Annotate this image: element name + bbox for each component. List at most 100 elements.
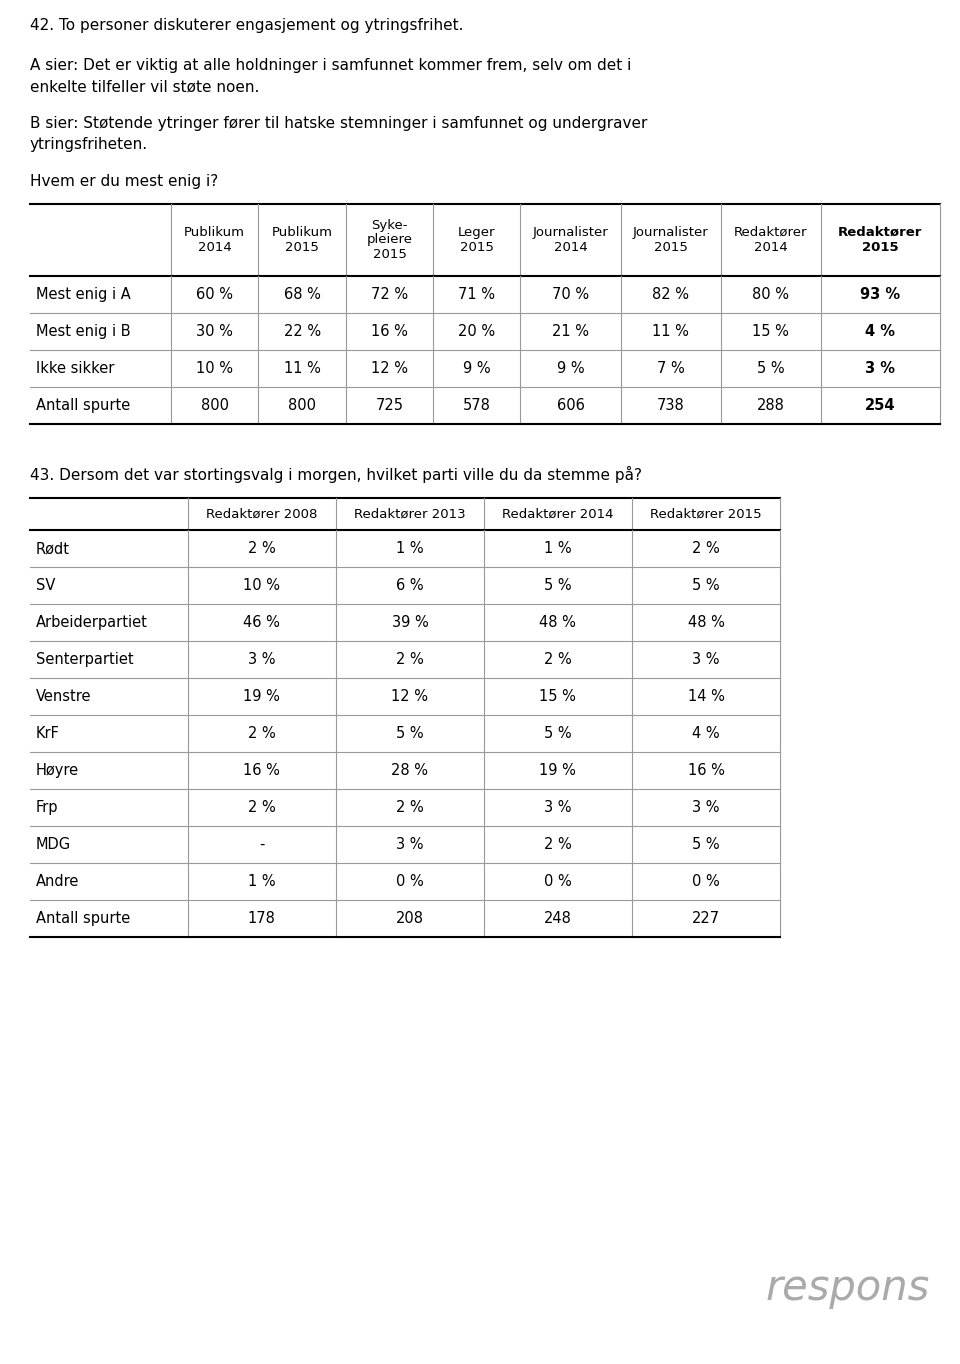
- Text: 227: 227: [692, 911, 720, 926]
- Text: 800: 800: [201, 398, 228, 413]
- Text: 48 %: 48 %: [687, 615, 725, 630]
- Text: Venstre: Venstre: [36, 689, 91, 704]
- Text: 9 %: 9 %: [557, 361, 585, 376]
- Text: 82 %: 82 %: [652, 286, 689, 301]
- Text: 16 %: 16 %: [687, 762, 725, 777]
- Text: 606: 606: [557, 398, 585, 413]
- Text: 3 %: 3 %: [248, 652, 276, 667]
- Text: 2 %: 2 %: [248, 801, 276, 816]
- Text: 800: 800: [288, 398, 316, 413]
- Text: Mest enig i A: Mest enig i A: [36, 286, 131, 301]
- Text: 6 %: 6 %: [396, 578, 423, 593]
- Text: 248: 248: [544, 911, 572, 926]
- Text: 5 %: 5 %: [692, 578, 720, 593]
- Text: 0 %: 0 %: [396, 874, 423, 889]
- Text: Leger
2015: Leger 2015: [458, 226, 495, 254]
- Text: 208: 208: [396, 911, 424, 926]
- Text: 16 %: 16 %: [371, 325, 408, 340]
- Text: 30 %: 30 %: [196, 325, 233, 340]
- Text: 9 %: 9 %: [463, 361, 491, 376]
- Text: 3 %: 3 %: [396, 837, 423, 852]
- Text: 16 %: 16 %: [244, 762, 280, 777]
- Text: 725: 725: [375, 398, 403, 413]
- Text: Andre: Andre: [36, 874, 80, 889]
- Text: Publikum
2015: Publikum 2015: [272, 226, 332, 254]
- Text: -: -: [259, 837, 265, 852]
- Text: 10 %: 10 %: [196, 361, 233, 376]
- Text: A sier: Det er viktig at alle holdninger i samfunnet kommer frem, selv om det i
: A sier: Det er viktig at alle holdninger…: [30, 59, 632, 94]
- Text: 2 %: 2 %: [396, 652, 423, 667]
- Text: 1 %: 1 %: [396, 542, 423, 557]
- Text: Mest enig i B: Mest enig i B: [36, 325, 131, 340]
- Text: 7 %: 7 %: [657, 361, 684, 376]
- Text: Journalister
2014: Journalister 2014: [533, 226, 609, 254]
- Text: 21 %: 21 %: [552, 325, 589, 340]
- Text: Arbeiderpartiet: Arbeiderpartiet: [36, 615, 148, 630]
- Text: 10 %: 10 %: [243, 578, 280, 593]
- Text: Syke-
pleiere
2015: Syke- pleiere 2015: [367, 218, 413, 262]
- Text: 2 %: 2 %: [248, 542, 276, 557]
- Text: 39 %: 39 %: [392, 615, 428, 630]
- Text: KrF: KrF: [36, 726, 60, 741]
- Text: B sier: Støtende ytringer fører til hatske stemninger i samfunnet og undergraver: B sier: Støtende ytringer fører til hats…: [30, 116, 647, 151]
- Text: 288: 288: [756, 398, 784, 413]
- Text: respons: respons: [766, 1267, 930, 1309]
- Text: 28 %: 28 %: [392, 762, 428, 777]
- Text: 15 %: 15 %: [753, 325, 789, 340]
- Text: 12 %: 12 %: [392, 689, 428, 704]
- Text: 254: 254: [865, 398, 896, 413]
- Text: 72 %: 72 %: [371, 286, 408, 301]
- Text: 5 %: 5 %: [544, 726, 572, 741]
- Text: Redaktører 2015: Redaktører 2015: [650, 507, 762, 521]
- Text: 42. To personer diskuterer engasjement og ytringsfrihet.: 42. To personer diskuterer engasjement o…: [30, 18, 464, 33]
- Text: 4 %: 4 %: [692, 726, 720, 741]
- Text: 738: 738: [657, 398, 684, 413]
- Text: 4 %: 4 %: [865, 325, 896, 340]
- Text: 5 %: 5 %: [396, 726, 423, 741]
- Text: 2 %: 2 %: [692, 542, 720, 557]
- Text: 178: 178: [248, 911, 276, 926]
- Text: Journalister
2015: Journalister 2015: [633, 226, 708, 254]
- Text: 60 %: 60 %: [196, 286, 233, 301]
- Text: 11 %: 11 %: [283, 361, 321, 376]
- Text: Redaktører
2015: Redaktører 2015: [838, 226, 923, 254]
- Text: 14 %: 14 %: [687, 689, 725, 704]
- Text: 46 %: 46 %: [244, 615, 280, 630]
- Text: Senterpartiet: Senterpartiet: [36, 652, 133, 667]
- Text: 5 %: 5 %: [756, 361, 784, 376]
- Text: Redaktører 2008: Redaktører 2008: [206, 507, 318, 521]
- Text: 3 %: 3 %: [544, 801, 572, 816]
- Text: Hvem er du mest enig i?: Hvem er du mest enig i?: [30, 175, 218, 190]
- Text: 93 %: 93 %: [860, 286, 900, 301]
- Text: 80 %: 80 %: [753, 286, 789, 301]
- Text: 20 %: 20 %: [458, 325, 495, 340]
- Text: 1 %: 1 %: [544, 542, 572, 557]
- Text: 2 %: 2 %: [248, 726, 276, 741]
- Text: 22 %: 22 %: [283, 325, 321, 340]
- Text: 3 %: 3 %: [692, 801, 720, 816]
- Text: Antall spurte: Antall spurte: [36, 911, 131, 926]
- Text: Ikke sikker: Ikke sikker: [36, 361, 114, 376]
- Text: Redaktører
2014: Redaktører 2014: [734, 226, 807, 254]
- Text: 1 %: 1 %: [248, 874, 276, 889]
- Text: Frp: Frp: [36, 801, 59, 816]
- Text: 0 %: 0 %: [544, 874, 572, 889]
- Text: 0 %: 0 %: [692, 874, 720, 889]
- Text: Antall spurte: Antall spurte: [36, 398, 131, 413]
- Text: 2 %: 2 %: [396, 801, 423, 816]
- Text: 578: 578: [463, 398, 491, 413]
- Text: 2 %: 2 %: [544, 652, 572, 667]
- Text: SV: SV: [36, 578, 56, 593]
- Text: Redaktører 2014: Redaktører 2014: [502, 507, 613, 521]
- Text: 48 %: 48 %: [540, 615, 576, 630]
- Text: 19 %: 19 %: [540, 762, 576, 777]
- Text: 3 %: 3 %: [865, 361, 896, 376]
- Text: 43. Dersom det var stortingsvalg i morgen, hvilket parti ville du da stemme på?: 43. Dersom det var stortingsvalg i morge…: [30, 466, 642, 483]
- Text: 19 %: 19 %: [244, 689, 280, 704]
- Text: 70 %: 70 %: [552, 286, 589, 301]
- Text: 68 %: 68 %: [283, 286, 321, 301]
- Text: Høyre: Høyre: [36, 762, 79, 777]
- Text: Rødt: Rødt: [36, 542, 70, 557]
- Text: Redaktører 2013: Redaktører 2013: [354, 507, 466, 521]
- Text: Publikum
2014: Publikum 2014: [184, 226, 245, 254]
